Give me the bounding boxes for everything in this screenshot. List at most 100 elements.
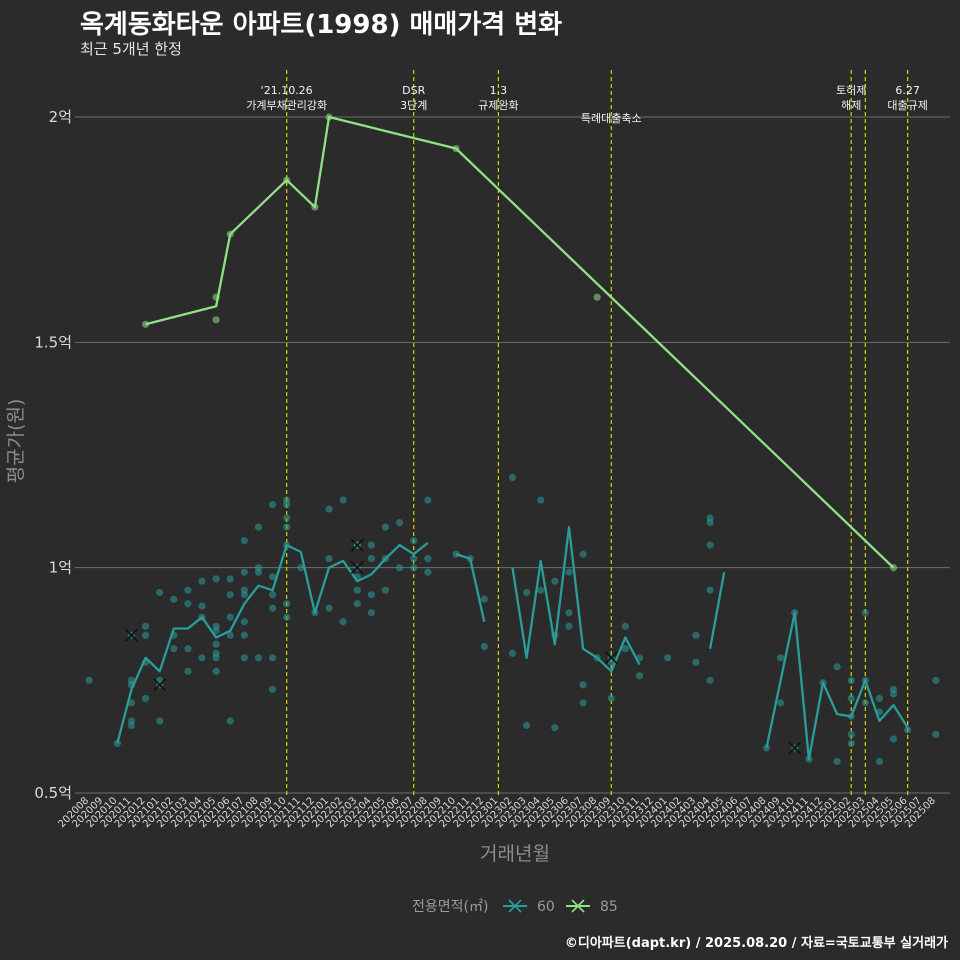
data-point-60-14 bbox=[170, 595, 178, 603]
data-point-60-73 bbox=[367, 555, 375, 563]
data-point-60-83 bbox=[410, 564, 418, 572]
data-point-60-56 bbox=[283, 514, 291, 522]
series-layer bbox=[85, 113, 940, 766]
data-point-60-47 bbox=[254, 654, 263, 662]
source-caption: ©디아파트(dapt.kr) / 2025.08.20 / 자료=국토교통부 실… bbox=[564, 936, 948, 951]
data-point-60-139 bbox=[875, 757, 884, 766]
data-point-60-25 bbox=[212, 575, 220, 583]
data-point-60-75 bbox=[367, 609, 375, 617]
data-point-60-11 bbox=[156, 588, 164, 597]
annotation-label-line: DSR bbox=[402, 84, 425, 97]
data-point-60-46 bbox=[254, 568, 263, 576]
cancelled-mark-icon-60-3 bbox=[350, 561, 364, 575]
data-point-60-51 bbox=[268, 604, 277, 612]
data-point-60-110 bbox=[621, 645, 630, 653]
cancelled-mark-icon-60-1 bbox=[153, 678, 167, 692]
data-point-60-78 bbox=[381, 586, 390, 594]
data-point-60-27 bbox=[212, 627, 220, 635]
data-point-60-34 bbox=[226, 613, 234, 621]
data-point-60-57 bbox=[283, 523, 291, 531]
annotation-label-202309: 특례대출축소 bbox=[581, 112, 642, 125]
data-point-60-144 bbox=[932, 676, 940, 684]
data-point-60-81 bbox=[410, 537, 418, 545]
data-point-60-1 bbox=[113, 739, 121, 748]
data-point-60-119 bbox=[706, 586, 714, 594]
data-point-60-19 bbox=[184, 645, 192, 653]
data-point-60-22 bbox=[198, 602, 206, 610]
annotation-label-202110: '21.10.26 가계부채관리강화 bbox=[246, 84, 327, 112]
annotation-label-line: 대출규제 bbox=[887, 99, 927, 112]
data-point-60-127 bbox=[833, 663, 841, 671]
data-point-60-95 bbox=[537, 496, 545, 504]
grid-layer bbox=[75, 116, 950, 794]
data-point-60-66 bbox=[339, 496, 347, 504]
annotation-label-line: 토허제 bbox=[836, 84, 866, 97]
data-point-60-59 bbox=[283, 600, 291, 608]
data-point-60-60 bbox=[283, 613, 291, 621]
data-point-60-136 bbox=[861, 699, 869, 707]
data-point-60-17 bbox=[184, 586, 192, 594]
y-tick-label-2: 1.5억 bbox=[34, 333, 72, 351]
data-point-60-94 bbox=[523, 721, 531, 730]
data-point-60-112 bbox=[635, 672, 644, 680]
data-point-60-71 bbox=[353, 600, 361, 608]
chart-title: 옥계동화타운 아파트(1998) 매매가격 변화 bbox=[80, 10, 563, 40]
data-point-60-90 bbox=[480, 642, 488, 651]
data-point-60-20 bbox=[184, 667, 192, 675]
data-point-60-16 bbox=[170, 645, 178, 653]
data-point-60-82 bbox=[410, 555, 418, 563]
data-point-60-115 bbox=[692, 658, 700, 666]
chart-subtitle: 최근 5개년 한정 bbox=[80, 40, 182, 58]
data-point-60-85 bbox=[424, 555, 432, 563]
data-point-60-13 bbox=[156, 717, 164, 725]
annotation-label-202506: 6.27 대출규제 bbox=[887, 84, 927, 112]
series-line-60-1 bbox=[455, 553, 486, 622]
data-point-60-89 bbox=[480, 595, 488, 603]
data-point-60-55 bbox=[283, 500, 291, 509]
legend-label-60: 60 bbox=[537, 899, 555, 915]
data-point-60-137 bbox=[875, 694, 884, 702]
data-point-60-6 bbox=[127, 721, 136, 730]
legend-key-60-cross-icon bbox=[508, 899, 522, 913]
data-point-60-72 bbox=[367, 541, 375, 549]
data-point-60-97 bbox=[551, 577, 559, 585]
data-point-60-43 bbox=[240, 654, 248, 662]
legend-label-85: 85 bbox=[600, 899, 618, 915]
annotation-label-line: '21.10.26 bbox=[261, 84, 313, 97]
data-point-60-129 bbox=[847, 676, 855, 684]
data-point-60-92 bbox=[508, 649, 517, 657]
data-point-60-64 bbox=[325, 555, 333, 563]
data-point-60-104 bbox=[579, 681, 587, 689]
data-point-60-84 bbox=[424, 496, 432, 504]
annotation-label-line: 3단계 bbox=[400, 99, 427, 112]
data-point-60-33 bbox=[226, 591, 234, 599]
y-axis-title: 평균가(원) bbox=[5, 399, 27, 484]
cancelled-mark-icon-60-4 bbox=[604, 651, 618, 665]
data-point-60-8 bbox=[141, 631, 150, 639]
data-point-60-80 bbox=[395, 564, 404, 572]
data-point-60-113 bbox=[664, 654, 672, 662]
annotation-label-202502: 토허제 해제 bbox=[836, 84, 866, 112]
annotation-label-202301: 1.3 규제완화 bbox=[478, 84, 518, 112]
data-point-60-132 bbox=[847, 730, 855, 739]
data-point-60-67 bbox=[339, 618, 347, 626]
data-point-60-36 bbox=[226, 717, 234, 725]
data-point-60-102 bbox=[565, 622, 573, 630]
legend: 전용면적(㎡) 60 85 bbox=[412, 899, 618, 915]
annotation-label-line: 6.27 bbox=[895, 84, 920, 97]
data-point-60-141 bbox=[889, 690, 898, 698]
data-point-60-24 bbox=[198, 654, 206, 662]
data-point-60-32 bbox=[226, 575, 234, 583]
cancelled-mark-icon-60-0 bbox=[124, 628, 139, 642]
series-60 bbox=[85, 473, 940, 766]
legend-item-85: 85 bbox=[566, 899, 618, 915]
legend-item-60: 60 bbox=[503, 899, 555, 915]
data-point-60-133 bbox=[847, 739, 855, 748]
annotation-label-line: 1.3 bbox=[490, 84, 508, 97]
series-line-60-4 bbox=[765, 611, 909, 761]
data-point-60-99 bbox=[551, 724, 559, 732]
data-point-60-38 bbox=[240, 568, 248, 576]
legend-title: 전용면적(㎡) bbox=[412, 899, 488, 915]
data-point-85-2 bbox=[212, 316, 220, 324]
annotation-label-line: 가계부채관리강화 bbox=[246, 99, 327, 112]
